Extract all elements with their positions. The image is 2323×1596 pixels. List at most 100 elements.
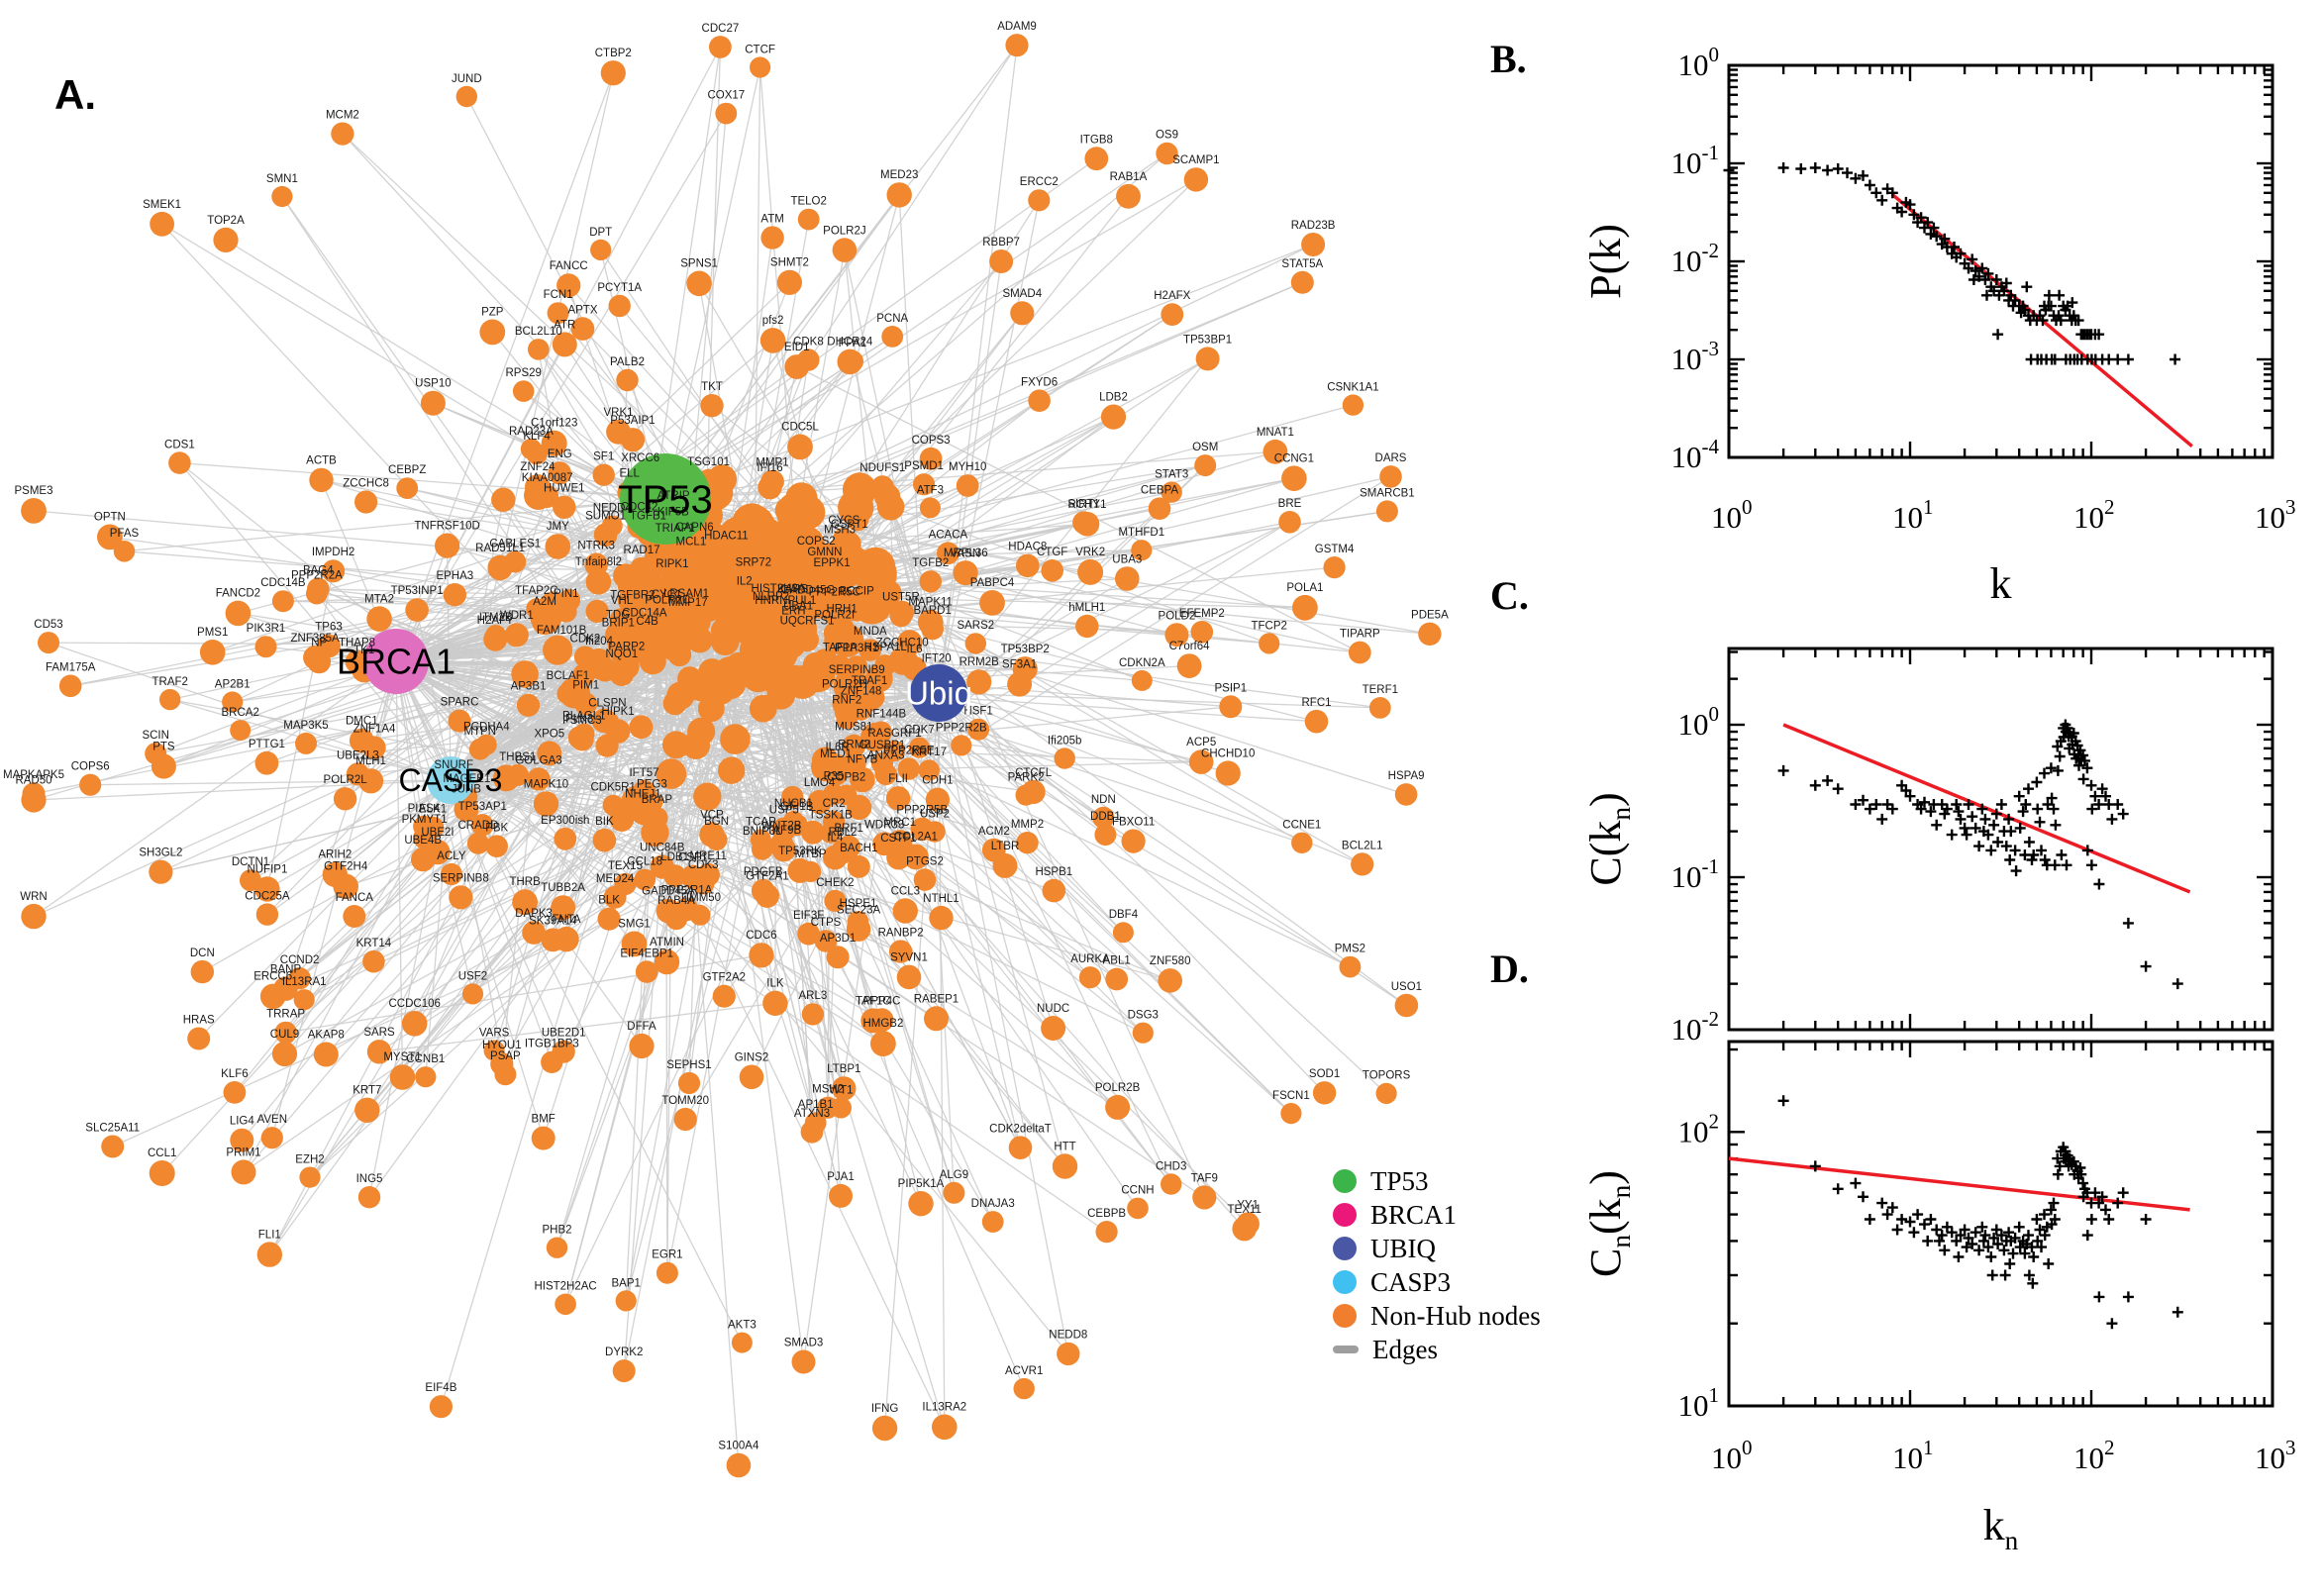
gene-node-label: TK1 (354, 645, 374, 656)
gene-node-label: TP53BP1 (1183, 334, 1232, 346)
gene-node-label: RAD51L1 (475, 543, 525, 554)
non-hub-node (1072, 511, 1096, 535)
gene-node-label: ACTB (306, 455, 337, 467)
gene-node-label: RRM2B (960, 656, 1000, 668)
gene-node-label: SARS2 (957, 620, 994, 632)
non-hub-node (826, 946, 850, 969)
non-hub-node (888, 647, 918, 675)
non-hub-node (1176, 653, 1202, 678)
gene-node-label: MSH2 (812, 1084, 844, 1096)
non-hub-node (101, 1135, 125, 1158)
gene-node-label: FBXO11 (1112, 817, 1155, 829)
non-hub-node (1078, 966, 1102, 989)
non-hub-node (585, 569, 612, 595)
gene-node-label: UNC84B (640, 843, 685, 854)
gene-node-label: MED24 (596, 873, 635, 885)
gene-node-label: IFI16 (757, 462, 782, 474)
scatter-points (1777, 1095, 2183, 1330)
gene-node-label: SF3A1 (1002, 659, 1037, 671)
hub-label-casp3: CASP3 (399, 762, 503, 798)
non-hub-node (1290, 270, 1314, 294)
gene-node-label: SOD1 (1309, 1068, 1340, 1080)
non-hub-node (295, 732, 317, 754)
gene-node-label: GFI1B (780, 801, 814, 813)
gene-node-label: MCL1 (676, 537, 707, 549)
legend-label: UBIQ (1370, 1233, 1436, 1263)
gene-node-label: LIG4 (230, 1116, 255, 1128)
non-hub-node (159, 688, 181, 711)
non-hub-node (1183, 167, 1209, 192)
gene-node-label: P35 (824, 771, 844, 783)
gene-node-label: NEDD8 (1049, 1330, 1087, 1342)
gene-node-label: EFEMP2 (1179, 608, 1225, 620)
legend-item-nonhub: Non-Hub nodes (1333, 1299, 1541, 1333)
non-hub-node (943, 1181, 965, 1204)
non-hub-node (362, 949, 385, 973)
non-hub-node (1262, 439, 1288, 464)
non-hub-node (890, 600, 914, 625)
gene-node-label: BACH1 (840, 843, 877, 854)
gene-node-label: TGFB1 (630, 510, 666, 522)
non-hub-node (617, 589, 641, 612)
non-hub-node (782, 810, 804, 832)
gene-node-label: CTCFL (1015, 767, 1053, 779)
non-hub-node (168, 451, 191, 474)
non-hub-node (595, 734, 619, 757)
non-hub-node (781, 785, 804, 809)
non-hub-node (461, 983, 484, 1005)
gene-node-label: SH3GL2 (139, 848, 182, 859)
gene-node-label: PTGS2 (906, 855, 944, 867)
non-hub-node (846, 917, 871, 942)
gene-node-label: ELK1 (419, 804, 447, 816)
non-hub-node (673, 1107, 697, 1132)
gene-node-label: hMLH1 (1068, 602, 1105, 614)
gene-node-label: MRC1 (884, 817, 917, 829)
non-hub-node (543, 635, 573, 665)
plot-frame (1727, 647, 2274, 1032)
non-hub-node (913, 868, 937, 891)
gene-node-label: PCNA (876, 313, 908, 325)
non-hub-node (1077, 558, 1104, 585)
gene-node-label: TGFB2 (912, 557, 949, 569)
non-hub-node (1095, 1221, 1118, 1244)
gene-node-label: IL6 (907, 644, 923, 655)
gene-node-label: TAF9 (1191, 1172, 1218, 1184)
non-hub-node (572, 663, 596, 686)
non-hub-node (736, 586, 762, 613)
gene-node-label: Ifi205b (1048, 735, 1082, 747)
non-hub-node (354, 1097, 380, 1124)
gene-node-label: GTF2A2 (703, 972, 746, 984)
gene-node-label: CCNH (1121, 1185, 1154, 1197)
gene-node-label: PTTG1 (249, 739, 285, 750)
gene-node-label: Tnfaip8l2 (575, 556, 622, 568)
non-hub-node (231, 1159, 256, 1185)
gene-node-label: TIMM50 (679, 892, 721, 904)
non-hub-node (354, 490, 378, 514)
gene-node-label: RAD50 (15, 774, 51, 786)
gene-node-label: POLR2J (823, 225, 865, 237)
gene-node-label: CD53 (34, 619, 62, 631)
gene-node-label: RABEP1 (914, 993, 959, 1005)
non-hub-node (1127, 1197, 1149, 1220)
non-hub-node (411, 847, 436, 872)
non-hub-node (401, 1011, 428, 1037)
non-hub-node (718, 559, 750, 591)
non-hub-node (584, 552, 608, 577)
gene-node-label: FANCA (336, 892, 374, 904)
gene-node-label: TRAF2 (152, 676, 187, 688)
gene-node-label: CLSPN (588, 698, 626, 710)
gene-node-label: KRT14 (356, 938, 392, 949)
gene-node-label: RAB4A (657, 895, 695, 907)
gene-node-label: JMY (547, 521, 569, 533)
gene-node-label: DDB1 (1090, 811, 1121, 823)
plot-panel-b: 100 101 102 103 100 10-1 10-2 10-3 10-4 P(k) k (1581, 43, 2296, 608)
non-hub-node (656, 758, 687, 789)
gene-node-label: NQO1 (606, 648, 639, 660)
non-hub-node (896, 964, 922, 990)
non-hub-node (966, 669, 992, 695)
non-hub-node (539, 591, 568, 621)
gene-node-label: HNRNPUL1 (755, 595, 816, 607)
non-hub-node (1394, 783, 1418, 806)
gene-node-label: MTBP (795, 848, 827, 860)
gene-node-label: RBBP7 (982, 237, 1020, 249)
